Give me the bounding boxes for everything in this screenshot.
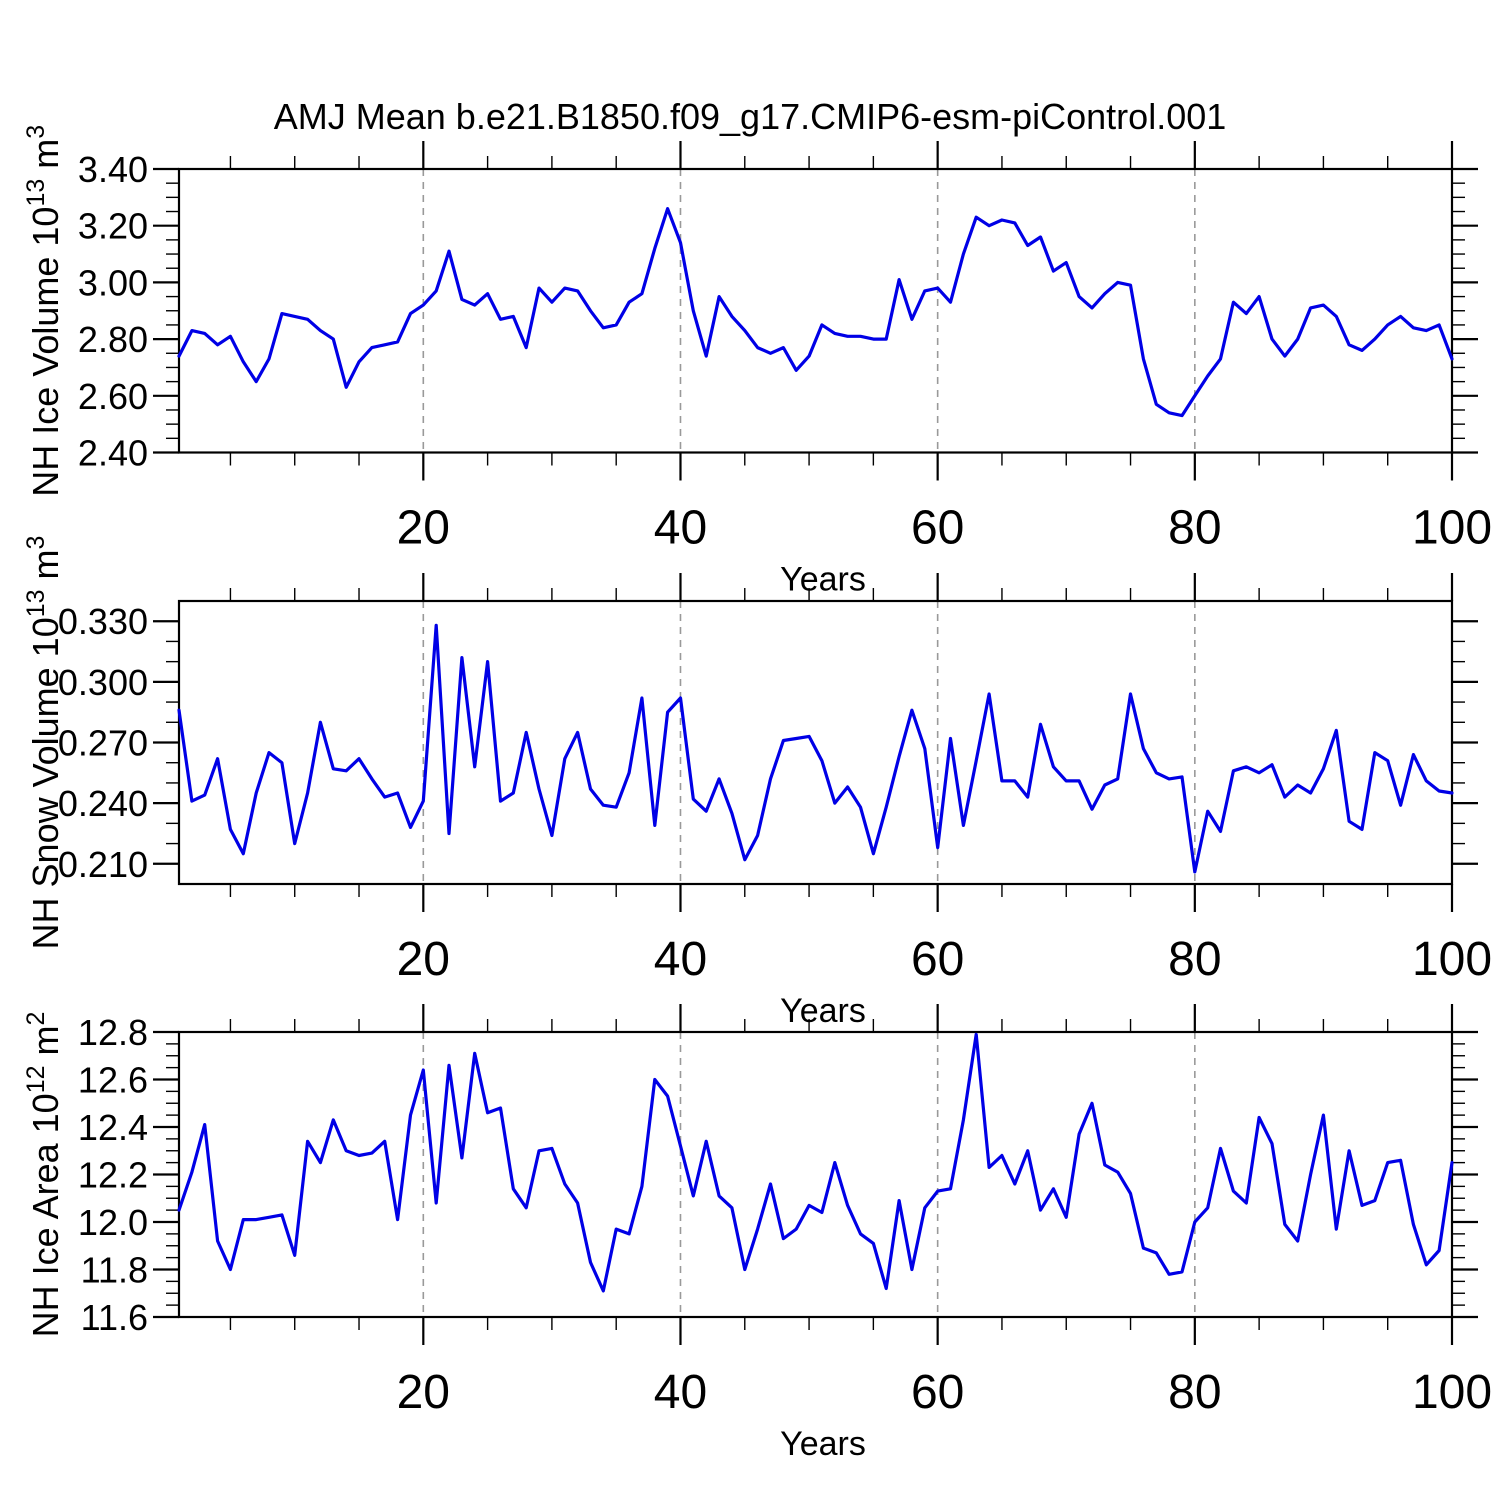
x-axis-title: Years [780,992,866,1030]
y-ticks [153,1030,1478,1319]
x-tick-labels: 20 40 60 80 100 [397,1366,1492,1419]
x-tick-label: 40 [654,1366,707,1419]
y-tick-label: 12.4 [78,1107,148,1148]
y-tick-label: 0.330 [58,601,148,642]
y-tick-label: 11.8 [81,1250,148,1291]
y-tick-label: 0.240 [58,783,148,824]
plot-frame [177,167,1454,454]
x-ticks [229,573,1454,912]
y-tick-label: 2.60 [78,376,148,417]
x-tick-label: 100 [1412,1366,1492,1419]
x-tick-label: 20 [397,502,450,555]
x-tick-label: 40 [654,933,707,986]
x-tick-label: 60 [911,933,964,986]
panel-nh-ice-area: 11.6 11.8 12.0 12.2 12.4 12.6 12.8 20 40 60 80 100 Y… [22,1004,1492,1463]
x-axis-title: Years [780,1425,866,1463]
y-tick-label: 3.00 [78,262,148,303]
y-tick-label: 2.40 [78,433,148,474]
x-tick-label: 80 [1168,933,1221,986]
y-ticks [153,167,1478,454]
y-tick-label: 12.8 [78,1012,148,1053]
y-axis-title: NH Ice Area 1012 m2 [22,1012,66,1338]
x-tick-label: 60 [911,502,964,555]
x-ticks [229,141,1454,481]
gridlines [422,1032,1196,1317]
plot-frame [177,1030,1454,1319]
x-axis-title: Years [780,561,866,599]
y-tick-label: 3.40 [78,149,148,190]
y-tick-label: 11.6 [81,1297,148,1338]
gridlines [422,601,1196,884]
data-line-nh-snow-volume [177,623,1454,874]
data-line-nh-ice-area [177,1032,1454,1293]
y-tick-label: 2.80 [78,319,148,360]
x-tick-label: 20 [397,1366,450,1419]
x-tick-label: 100 [1412,933,1492,986]
panel-nh-ice-volume: 2.40 2.60 2.80 3.00 3.20 3.40 20 40 60 80 100 Years… [22,125,1492,599]
y-ticks [153,620,1478,865]
y-tick-labels: 2.40 2.60 2.80 3.00 3.20 3.40 [78,149,148,474]
y-tick-label: 0.210 [58,844,148,885]
panel-nh-snow-volume: 0.210 0.240 0.270 0.300 0.330 20 40 60 80 100 Year… [22,536,1492,1030]
y-tick-label: 12.0 [78,1202,148,1243]
x-tick-label: 80 [1168,502,1221,555]
y-tick-label: 3.20 [78,206,148,247]
chart-title: AMJ Mean b.e21.B1850.f09_g17.CMIP6-esm-p… [274,96,1227,137]
x-tick-label: 80 [1168,1366,1221,1419]
y-tick-labels: 0.210 0.240 0.270 0.300 0.330 [58,601,148,885]
x-tick-labels: 20 40 60 80 100 [397,502,1492,555]
y-tick-label: 0.270 [58,723,148,764]
y-tick-label: 12.2 [78,1155,148,1196]
x-tick-label: 20 [397,933,450,986]
gridlines [422,169,1196,453]
y-tick-labels: 11.6 11.8 12.0 12.2 12.4 12.6 12.8 [78,1012,148,1338]
x-tick-label: 60 [911,1366,964,1419]
x-tick-label: 100 [1412,502,1492,555]
data-line-nh-ice-volume [177,207,1454,418]
y-tick-label: 0.300 [58,662,148,703]
y-axis-title: NH Snow Volume 1013 m3 [22,536,66,950]
plot-frame [177,599,1454,886]
y-axis-title: NH Ice Volume 1013 m3 [22,125,66,497]
y-tick-label: 12.6 [78,1060,148,1101]
x-ticks [229,1004,1454,1345]
x-tick-label: 40 [654,502,707,555]
x-tick-labels: 20 40 60 80 100 [397,933,1492,986]
